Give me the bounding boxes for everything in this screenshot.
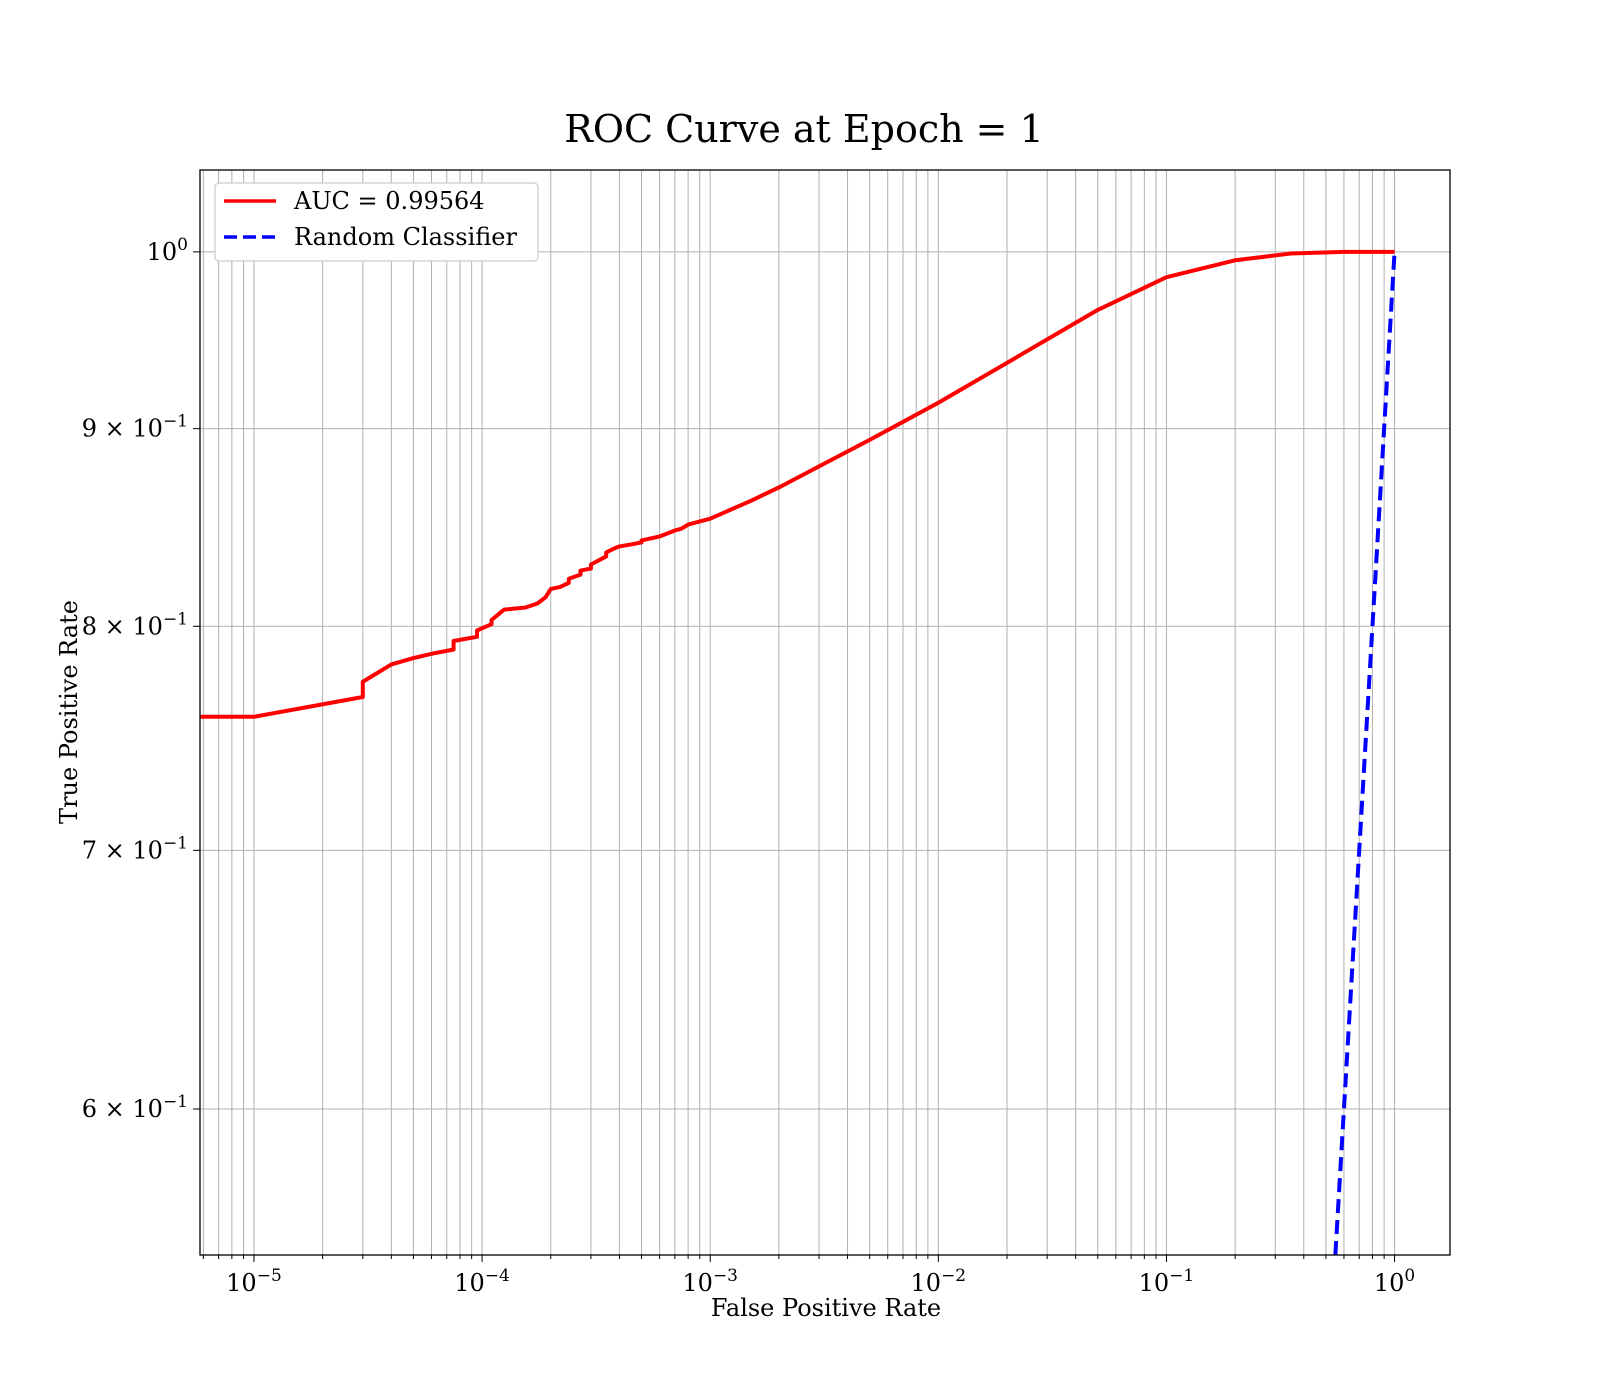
- legend-box: [214, 182, 539, 262]
- x-tick-label: 10−4: [454, 1266, 510, 1297]
- y-tick-label: 9 × 10−1: [82, 412, 188, 443]
- x-axis-label: False Positive Rate: [711, 1294, 941, 1322]
- y-axis-label: True Positive Rate: [55, 600, 83, 824]
- x-tick-label: 10−3: [682, 1266, 738, 1297]
- legend-label-random: Random Classifier: [294, 223, 517, 251]
- series-layer: [200, 249, 1397, 1255]
- legend-label-auc: AUC = 0.99564: [293, 187, 485, 215]
- legend: AUC = 0.99564 Random Classifier: [214, 182, 539, 262]
- x-tick-label: 10−5: [226, 1266, 282, 1297]
- x-tick-label: 10−2: [911, 1266, 967, 1297]
- grid-lines: [200, 170, 1450, 1255]
- chart-title: ROC Curve at Epoch = 1: [564, 107, 1044, 151]
- plot-frame: [199, 169, 1451, 1256]
- y-tick-label: 100: [147, 235, 188, 266]
- y-tick-label: 7 × 10−1: [82, 833, 188, 864]
- y-tick-label: 6 × 10−1: [82, 1092, 188, 1123]
- y-tick-label: 8 × 10−1: [82, 609, 188, 640]
- roc-curve-line: [200, 249, 1395, 719]
- x-tick-label: 100: [1374, 1266, 1415, 1297]
- axis-ticks: 10−5 10−4 10−3 10−2 10−1 100 100 9 × 10−1 8 × 10…: [82, 235, 1415, 1297]
- x-tick-label: 10−1: [1139, 1266, 1195, 1297]
